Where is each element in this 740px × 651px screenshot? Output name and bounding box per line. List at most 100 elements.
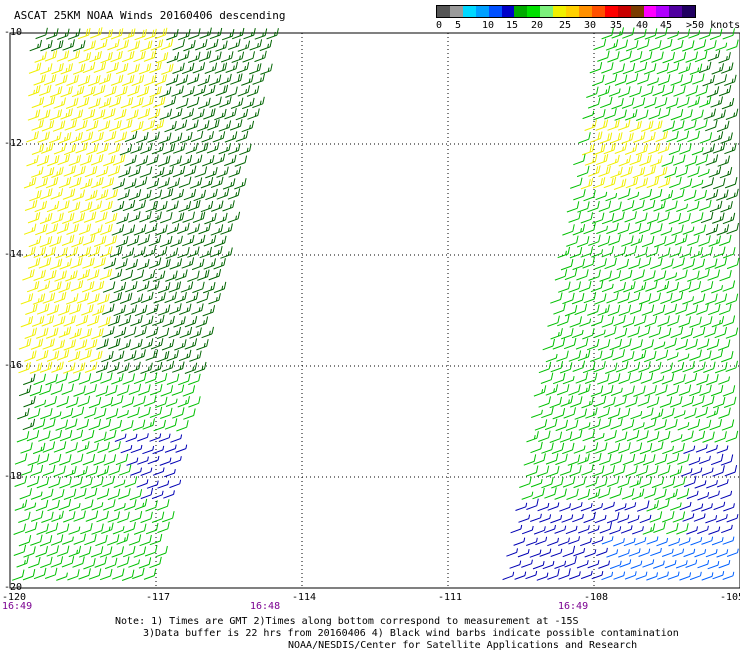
wind-barb bbox=[588, 165, 601, 177]
wind-barb bbox=[145, 522, 159, 535]
wind-barb bbox=[80, 522, 93, 535]
wind-barb bbox=[65, 97, 79, 109]
wind-barb bbox=[90, 350, 103, 362]
wind-barb bbox=[709, 200, 723, 213]
wind-barb bbox=[658, 107, 671, 120]
wind-barb bbox=[54, 270, 67, 282]
wind-barb bbox=[63, 511, 76, 523]
wind-barb bbox=[676, 523, 689, 535]
wind-barb bbox=[638, 293, 652, 305]
wind-barb bbox=[48, 476, 61, 489]
wind-barb bbox=[81, 429, 95, 442]
wind-barb bbox=[124, 178, 137, 190]
wind-barb bbox=[538, 430, 551, 442]
wind-barb bbox=[84, 361, 98, 373]
wind-barb bbox=[41, 166, 55, 179]
wind-barb bbox=[174, 119, 188, 131]
scale-label: 40 bbox=[636, 20, 649, 31]
wind-barb bbox=[95, 189, 109, 201]
wind-barb bbox=[581, 144, 595, 156]
wind-barb bbox=[601, 62, 614, 74]
wind-barb bbox=[24, 350, 37, 362]
wind-barb bbox=[589, 131, 603, 143]
wind-barb bbox=[121, 396, 135, 408]
wind-barb bbox=[216, 188, 230, 200]
wind-barb bbox=[181, 108, 194, 120]
wind-barb bbox=[641, 120, 654, 132]
wind-barb bbox=[90, 224, 103, 236]
wind-barb bbox=[530, 479, 543, 488]
wind-barb bbox=[118, 339, 131, 351]
wind-barb bbox=[547, 502, 560, 511]
wind-barb bbox=[200, 176, 214, 189]
wind-barb bbox=[40, 408, 53, 420]
wind-barb bbox=[616, 258, 629, 271]
wind-barb bbox=[576, 560, 589, 569]
wind-barb bbox=[148, 234, 162, 247]
wind-barb bbox=[162, 511, 175, 523]
wind-barb bbox=[652, 304, 666, 317]
wind-barb bbox=[138, 384, 151, 396]
wind-barb bbox=[682, 226, 695, 235]
wind-barb bbox=[593, 361, 606, 373]
wind-barb bbox=[725, 430, 739, 443]
wind-barb bbox=[613, 538, 625, 547]
wind-barb bbox=[38, 430, 51, 442]
wind-barb bbox=[111, 350, 125, 362]
wind-barb bbox=[672, 548, 685, 557]
wind-barb bbox=[82, 61, 96, 74]
wind-barb bbox=[237, 85, 251, 97]
wind-barb bbox=[62, 39, 75, 51]
wind-barb bbox=[149, 61, 162, 74]
wind-barb bbox=[713, 246, 726, 258]
wind-barb bbox=[701, 395, 715, 408]
wind-barb bbox=[58, 498, 72, 511]
wind-barb bbox=[184, 362, 198, 374]
wind-barb bbox=[591, 249, 603, 258]
wind-barb bbox=[153, 96, 166, 108]
wind-barb bbox=[601, 384, 614, 397]
wind-barb bbox=[75, 119, 88, 132]
wind-barb bbox=[657, 74, 671, 86]
wind-barb bbox=[622, 27, 635, 39]
wind-barb bbox=[716, 445, 729, 454]
wind-barb bbox=[124, 154, 137, 167]
wind-barb bbox=[103, 454, 117, 466]
wind-barb bbox=[641, 304, 655, 316]
wind-barb bbox=[133, 349, 146, 361]
wind-barb bbox=[714, 257, 727, 269]
wind-barb bbox=[721, 524, 733, 534]
wind-barb bbox=[259, 39, 273, 52]
wind-barb bbox=[582, 257, 595, 269]
wind-barb bbox=[653, 200, 666, 212]
wind-barb bbox=[617, 476, 631, 488]
wind-barb bbox=[59, 454, 72, 466]
wind-barb bbox=[545, 353, 558, 363]
wind-barb bbox=[76, 292, 90, 304]
wind-barb bbox=[621, 419, 635, 431]
wind-barb bbox=[121, 569, 135, 581]
wind-barb bbox=[646, 536, 659, 545]
wind-barb bbox=[65, 293, 79, 305]
wind-barb bbox=[562, 442, 575, 455]
wind-barb bbox=[580, 537, 592, 547]
wind-barb bbox=[95, 211, 108, 223]
wind-barb bbox=[210, 224, 224, 236]
wind-barb bbox=[168, 281, 182, 293]
wind-barb bbox=[666, 130, 679, 143]
wind-barb bbox=[549, 431, 563, 443]
wind-barb bbox=[547, 465, 560, 478]
wind-barb bbox=[194, 361, 207, 374]
wind-barb bbox=[718, 560, 731, 569]
wind-barb bbox=[710, 349, 724, 361]
wind-barb bbox=[23, 246, 36, 258]
wind-barb bbox=[608, 234, 621, 246]
wind-barb bbox=[723, 247, 736, 259]
wind-barb bbox=[51, 212, 64, 224]
wind-barb bbox=[27, 257, 41, 269]
scale-swatch bbox=[475, 6, 489, 17]
wind-barb bbox=[111, 200, 125, 213]
wind-barb bbox=[137, 258, 150, 271]
wind-barb bbox=[558, 537, 570, 546]
wind-barb bbox=[49, 86, 63, 98]
